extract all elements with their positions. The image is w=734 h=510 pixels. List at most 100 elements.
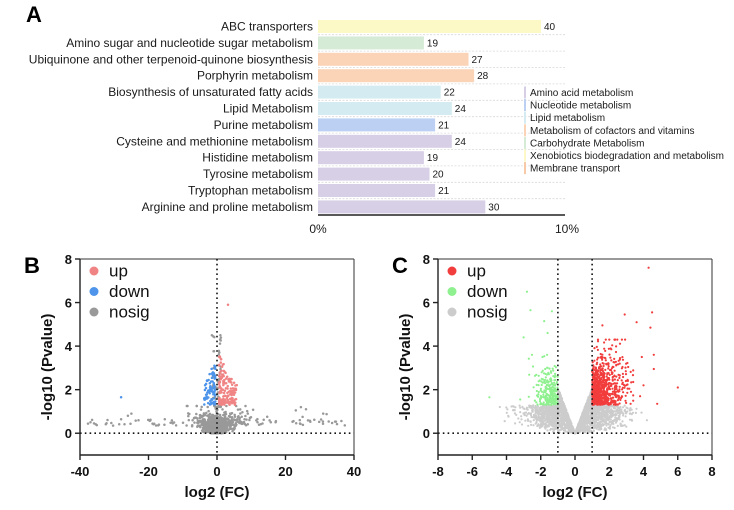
point-nosig [210, 428, 213, 431]
point-up [624, 394, 627, 397]
legend-swatch [524, 99, 526, 112]
category-label: Biosynthesis of unsaturated fatty acids [108, 85, 313, 99]
point-up [621, 358, 625, 361]
point-nosig [340, 419, 343, 423]
legend-swatch [524, 111, 526, 124]
point-nosig [593, 418, 596, 421]
point-up [604, 338, 607, 341]
point-nosig [198, 413, 202, 417]
point-up [230, 383, 234, 387]
point-nosig [298, 418, 302, 422]
point-nosig [191, 419, 194, 422]
point-down [547, 381, 550, 384]
point-nosig [213, 429, 217, 433]
point-nosig [574, 431, 577, 434]
value-label: 22 [444, 88, 456, 99]
point-nosig [536, 409, 539, 412]
point-down [536, 395, 539, 398]
point-nosig [86, 422, 90, 425]
bar [318, 118, 436, 132]
point-nosig [595, 410, 598, 413]
series-up [591, 266, 679, 406]
point-nosig [584, 415, 587, 418]
point-nosig [218, 422, 222, 426]
point-nosig [294, 409, 298, 412]
point-up [601, 356, 604, 359]
point-nosig [584, 405, 587, 408]
point-nosig [585, 422, 588, 425]
point-nosig [524, 419, 527, 422]
point-down [537, 380, 540, 383]
point-nosig [262, 418, 265, 422]
point-nosig [545, 408, 549, 411]
point-nosig [507, 414, 510, 417]
legend-item: Amino acid metabolism [524, 86, 633, 99]
point-nosig [230, 420, 234, 423]
point-nosig [540, 418, 544, 421]
point-nosig [498, 405, 501, 409]
bar [318, 134, 452, 148]
point-down [556, 386, 559, 389]
point-nosig [239, 412, 242, 415]
point-nosig [514, 422, 517, 425]
bar [318, 69, 475, 83]
point-up [227, 390, 231, 393]
panel-label-a: A [26, 2, 42, 27]
point-nosig [525, 406, 529, 409]
point-nosig [292, 419, 295, 423]
point-nosig [240, 422, 243, 425]
point-nosig [547, 413, 550, 416]
point-up [226, 387, 229, 390]
point-up [224, 381, 228, 385]
point-down [209, 399, 212, 403]
point-nosig [235, 419, 238, 422]
point-nosig [555, 427, 558, 430]
point-up [615, 396, 618, 399]
point-up [596, 348, 600, 351]
point-up [219, 357, 223, 361]
point-up [621, 365, 624, 369]
point-nosig [593, 424, 596, 427]
point-nosig [569, 431, 573, 434]
point-nosig [533, 416, 536, 419]
point-up [626, 378, 629, 381]
point-nosig [561, 423, 564, 426]
point-up [607, 365, 610, 368]
point-down [546, 331, 549, 335]
point-down [210, 398, 214, 401]
point-down [210, 367, 213, 371]
point-up [224, 371, 227, 375]
point-nosig [520, 415, 523, 418]
point-nosig [199, 425, 202, 429]
point-up [627, 365, 630, 369]
point-nosig [202, 412, 206, 415]
point-nosig [301, 415, 304, 419]
value-label: 30 [488, 202, 500, 213]
point-nosig [245, 418, 248, 421]
legend-marker [89, 287, 99, 296]
point-up [604, 349, 607, 352]
point-nosig [157, 423, 161, 426]
point-down [208, 403, 212, 406]
point-nosig [335, 422, 339, 426]
point-down [555, 381, 559, 384]
point-down [533, 399, 537, 402]
point-down [212, 385, 216, 389]
point-down [204, 386, 208, 390]
point-down [554, 372, 557, 375]
point-nosig [612, 422, 615, 425]
point-down [535, 389, 538, 393]
point-down [537, 390, 540, 394]
point-nosig [251, 408, 255, 411]
point-down [212, 383, 216, 387]
point-nosig [540, 423, 543, 427]
point-down [205, 397, 209, 400]
point-nosig [587, 406, 590, 409]
point-nosig [519, 411, 522, 414]
point-up [609, 394, 612, 397]
point-nosig [146, 418, 150, 422]
point-nosig [229, 424, 232, 427]
point-up [610, 398, 613, 401]
point-up [220, 388, 223, 391]
